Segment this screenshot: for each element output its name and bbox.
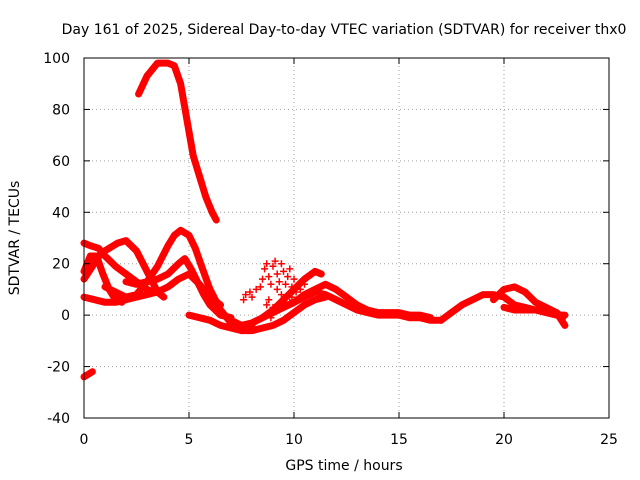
y-tick-label: -20 <box>47 360 70 376</box>
series-arc-f <box>122 255 235 322</box>
scatter-point <box>277 260 285 268</box>
series-arc-m <box>500 303 569 319</box>
scatter-point <box>301 280 308 288</box>
scatter-point <box>265 273 273 281</box>
scatter-points <box>240 257 315 322</box>
scatter-point <box>261 265 269 273</box>
scatter-point <box>288 283 296 291</box>
y-tick-label: -40 <box>47 411 70 427</box>
scatter-point <box>269 303 277 311</box>
plot-frame <box>83 57 610 419</box>
scatter-point <box>263 301 271 309</box>
scatter-point <box>246 288 254 296</box>
scatter-point <box>307 288 315 296</box>
scatter-point <box>275 278 283 286</box>
y-axis-label: SDTVAR / TECUs <box>7 181 23 296</box>
scatter-point <box>242 291 250 299</box>
x-tick-labels: 0 5 10 15 20 25 <box>80 432 618 448</box>
scatter-point <box>267 280 275 288</box>
series-arc-h <box>227 267 325 329</box>
scatter-point <box>294 280 302 288</box>
scatter-point <box>296 285 304 293</box>
scatter-point <box>290 275 298 283</box>
scatter-point <box>282 280 290 288</box>
scatter-point <box>277 291 285 299</box>
series-arc-negative-start <box>80 368 96 381</box>
scatter-point <box>259 275 266 283</box>
x-tick-label: 10 <box>285 432 303 448</box>
scatter-point <box>269 262 277 270</box>
series-arc-j <box>280 280 434 322</box>
y-tick-label: 80 <box>52 102 70 118</box>
x-tick-label: 25 <box>600 432 618 448</box>
y-tick-label: 100 <box>43 51 70 67</box>
scatter-point <box>284 273 292 281</box>
scatter-point <box>286 298 294 306</box>
data-series <box>80 59 569 381</box>
x-tick-label: 0 <box>80 432 89 448</box>
scatter-point <box>288 293 296 301</box>
y-tick-label: 40 <box>52 205 70 221</box>
scatter-point <box>275 306 283 314</box>
scatter-point <box>248 293 256 301</box>
x-tick-label: 5 <box>185 432 194 448</box>
series-arc-high <box>135 59 220 224</box>
y-tick-labels: -40 -20 0 20 40 60 80 100 <box>43 51 70 427</box>
series-arc-g <box>185 293 329 335</box>
scatter-point <box>286 265 294 273</box>
scatter-point <box>240 296 248 304</box>
y-tick-label: 60 <box>52 154 70 170</box>
scatter-point <box>271 257 279 265</box>
chart-title: Day 161 of 2025, Sidereal Day-to-day VTE… <box>62 22 627 38</box>
grid <box>84 58 609 418</box>
scatter-point <box>292 288 300 296</box>
scatter-point <box>256 283 264 291</box>
x-tick-label: 15 <box>390 432 408 448</box>
scatter-point <box>252 285 260 293</box>
scatter-point <box>263 260 271 268</box>
y-tick-label: 0 <box>61 308 70 324</box>
scatter-point <box>273 270 281 278</box>
series-arc-d <box>80 252 126 306</box>
scatter-point <box>265 296 273 304</box>
y-tick-label: 20 <box>52 257 70 273</box>
x-tick-label: 20 <box>495 432 513 448</box>
scatter-point <box>267 314 275 322</box>
ticks <box>83 57 610 419</box>
scatter-point <box>280 267 287 275</box>
x-axis-label: GPS time / hours <box>285 458 402 474</box>
scatter-point <box>273 285 281 293</box>
